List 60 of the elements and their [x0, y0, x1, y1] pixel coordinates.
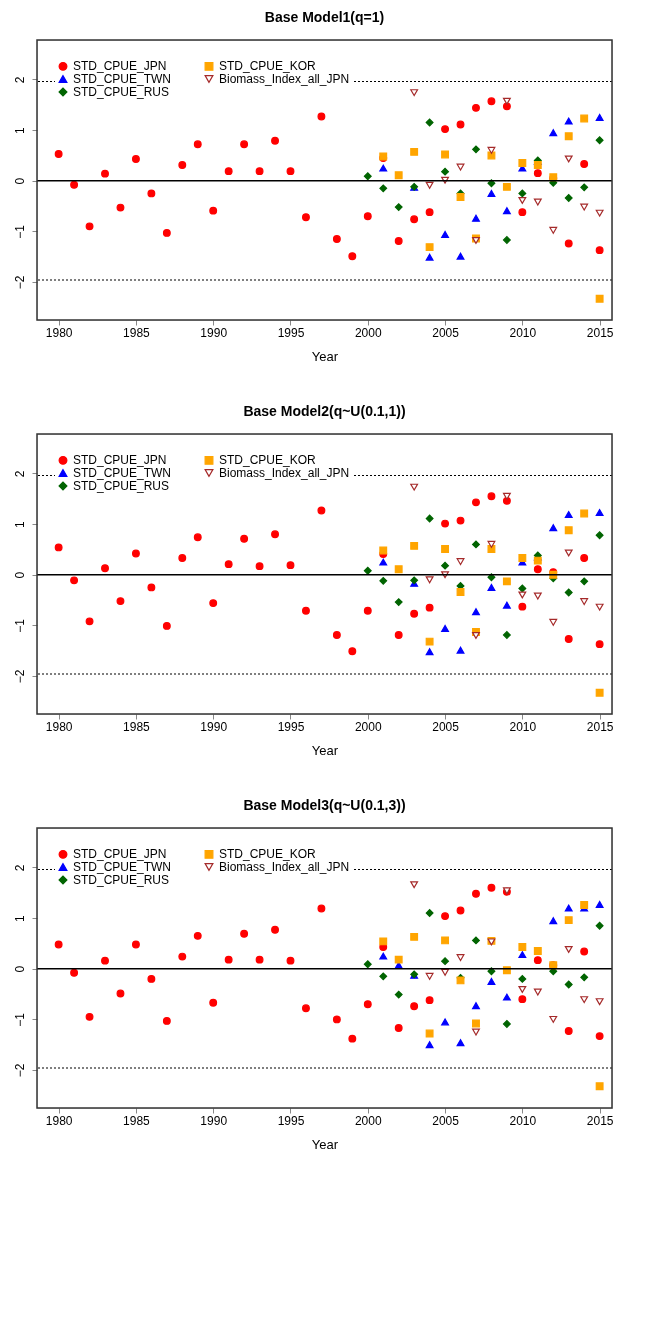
y-tick-label: 2	[12, 864, 27, 872]
y-tick-label: 1	[12, 520, 27, 528]
x-tick-label: 2010	[509, 325, 537, 340]
y-tick-label: −2	[12, 669, 27, 684]
legend-label: STD_CPUE_RUS	[73, 873, 170, 887]
x-axis-title: Year	[311, 1136, 339, 1152]
x-tick-label: 2010	[509, 719, 537, 734]
y-tick-label: 0	[12, 965, 27, 973]
y-tick-label: 1	[12, 914, 27, 922]
y-tick-label: −2	[12, 275, 27, 290]
chart-title: Base Model1(q=1)	[264, 9, 385, 26]
y-tick-label: −1	[12, 618, 27, 633]
x-tick-label: 1985	[123, 1113, 151, 1128]
x-tick-label: 1995	[277, 325, 305, 340]
legend-label: STD_CPUE_KOR	[219, 453, 317, 468]
x-tick-label: 2005	[432, 719, 460, 734]
x-tick-label: 1990	[200, 325, 228, 340]
x-tick-label: 2015	[586, 325, 614, 340]
x-tick-label: 1990	[200, 1113, 228, 1128]
y-tick-label: 0	[12, 571, 27, 579]
chart-title: Base Model2(q~U(0.1,1))	[243, 403, 406, 420]
legend-label: STD_CPUE_JPN	[73, 847, 167, 862]
legend-label: STD_CPUE_TWN	[73, 466, 172, 480]
legend-label: STD_CPUE_JPN	[73, 59, 167, 74]
x-tick-label: 1985	[123, 719, 151, 734]
x-tick-label: 1995	[277, 719, 305, 734]
y-tick-label: −2	[12, 1063, 27, 1078]
legend-label: STD_CPUE_RUS	[73, 479, 170, 493]
legend-label: Biomass_Index_all_JPN	[219, 72, 350, 86]
legend-label: Biomass_Index_all_JPN	[219, 860, 350, 874]
x-tick-label: 2015	[586, 719, 614, 734]
legend-label: STD_CPUE_KOR	[219, 59, 317, 74]
x-tick-label: 2000	[354, 325, 382, 340]
y-tick-label: 0	[12, 177, 27, 185]
x-tick-label: 1980	[45, 1113, 73, 1128]
x-tick-label: 1980	[45, 719, 73, 734]
chart-title: Base Model3(q~U(0.1,3))	[243, 797, 406, 814]
legend-label: STD_CPUE_JPN	[73, 453, 167, 468]
y-tick-label: −1	[12, 1012, 27, 1027]
x-tick-label: 1990	[200, 719, 228, 734]
x-tick-label: 2000	[354, 1113, 382, 1128]
x-axis-title: Year	[311, 742, 339, 758]
legend-label: Biomass_Index_all_JPN	[219, 466, 350, 480]
y-tick-label: 2	[12, 76, 27, 84]
x-tick-label: 2015	[586, 1113, 614, 1128]
legend-label: STD_CPUE_RUS	[73, 85, 170, 99]
y-tick-label: −1	[12, 224, 27, 239]
x-tick-label: 2010	[509, 1113, 537, 1128]
legend-label: STD_CPUE_TWN	[73, 72, 172, 86]
legend-label: STD_CPUE_TWN	[73, 860, 172, 874]
y-tick-label: 1	[12, 126, 27, 134]
x-axis-title: Year	[311, 348, 339, 364]
x-tick-label: 2000	[354, 719, 382, 734]
x-tick-label: 2005	[432, 1113, 460, 1128]
y-tick-label: 2	[12, 470, 27, 478]
legend-label: STD_CPUE_KOR	[219, 847, 317, 862]
x-tick-label: 2005	[432, 325, 460, 340]
x-tick-label: 1980	[45, 325, 73, 340]
x-tick-label: 1995	[277, 1113, 305, 1128]
x-tick-label: 1985	[123, 325, 151, 340]
